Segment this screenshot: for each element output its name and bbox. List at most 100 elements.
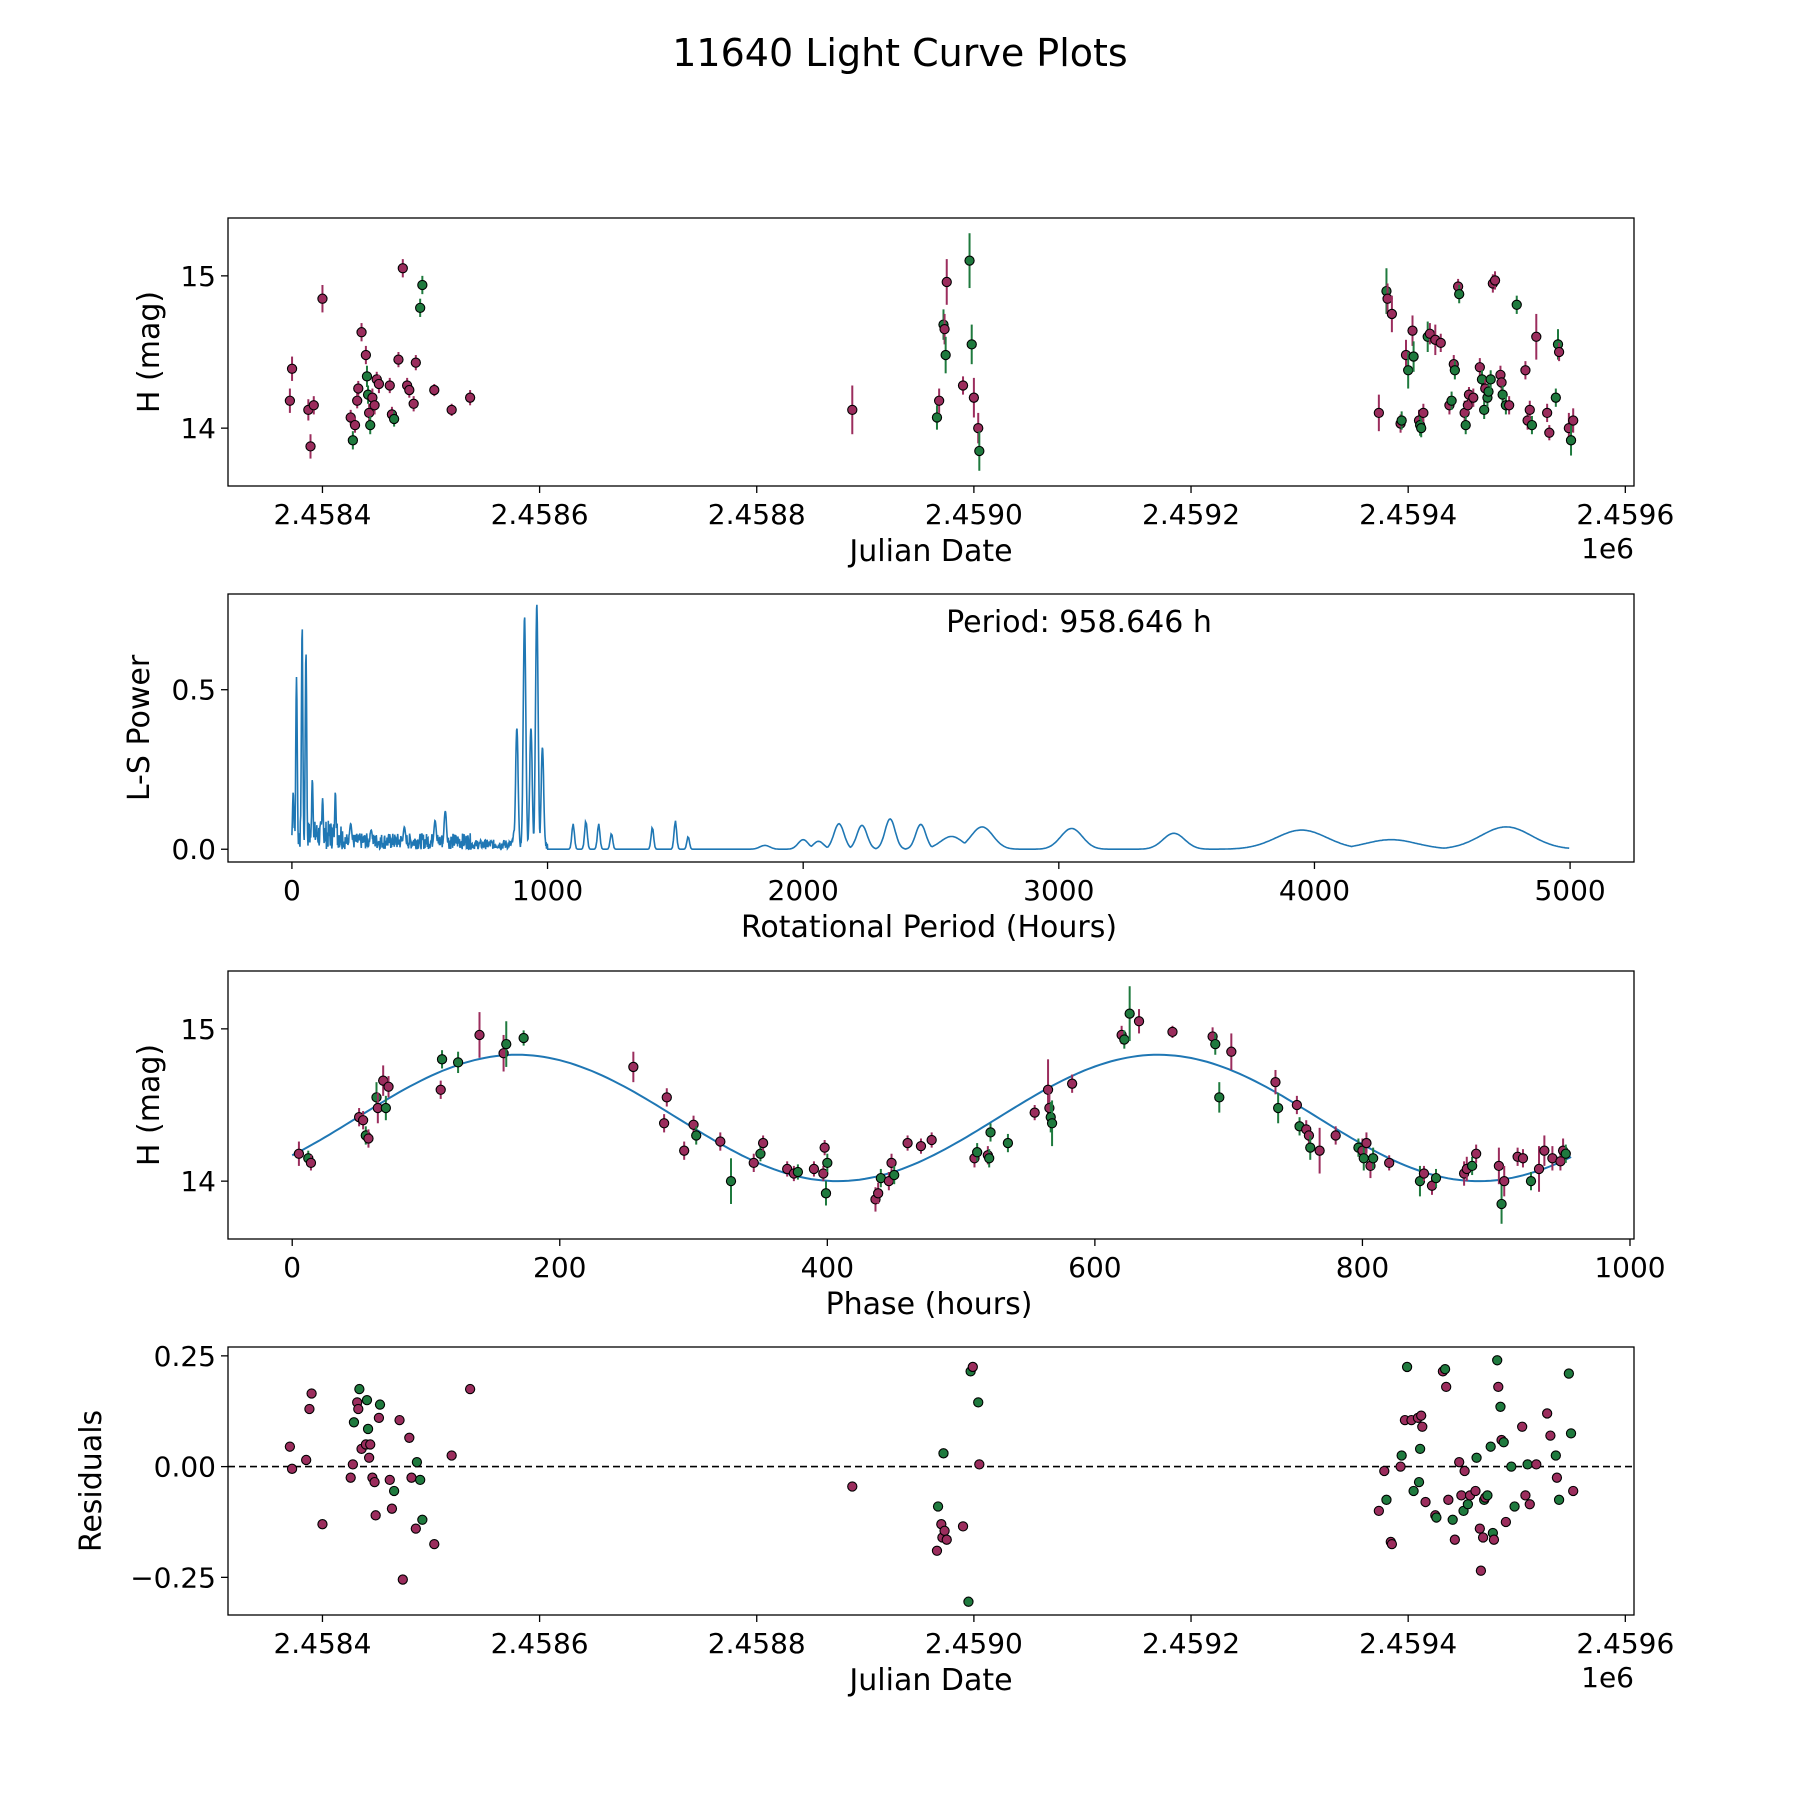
residual-point: [1509, 1501, 1520, 1512]
lc-data-point: [1531, 331, 1542, 342]
periodogram-line: [291, 604, 1570, 851]
residual-point: [1462, 1499, 1474, 1510]
residual-point: [1524, 1499, 1535, 1510]
phase-x-tick-label: 600: [1068, 1251, 1121, 1284]
residual-point: [373, 1412, 385, 1424]
lc-data-point: [1485, 374, 1496, 385]
residual-point: [938, 1448, 949, 1459]
residual-point: [410, 1523, 421, 1534]
residual-point: [1550, 1450, 1561, 1461]
phase-data-point: [822, 1157, 833, 1169]
ls-x-tick-label: 2000: [768, 874, 839, 907]
residuals-offset-label: 1e6: [1581, 1661, 1634, 1694]
residual-point: [1522, 1459, 1533, 1470]
phase-data-point: [363, 1133, 374, 1144]
residual-point: [374, 1399, 386, 1410]
phase-x-label: Phase (hours): [826, 1287, 1033, 1322]
lc-data-point: [305, 441, 316, 452]
phase-data-point: [886, 1157, 897, 1169]
lc-data-point: [404, 384, 415, 396]
phase-x-tick-label: 400: [801, 1251, 854, 1284]
residual-point: [365, 1439, 376, 1450]
res-x-tick-label: 2.4586: [491, 1627, 589, 1660]
residual-point: [941, 1534, 952, 1545]
lc-data-point: [373, 378, 385, 390]
phase-y-tick-label: 14: [180, 1165, 216, 1198]
lc-data-point: [1454, 288, 1465, 300]
residual-point: [361, 1395, 373, 1406]
phase-data-point: [658, 1118, 670, 1129]
res-x-tick-label: 2.4596: [1576, 1627, 1674, 1660]
res-y-tick-label: 0.25: [154, 1340, 216, 1373]
lc-data-point: [397, 263, 408, 274]
residuals-y-label: Residuals: [74, 1410, 109, 1552]
lc-y-tick-label: 15: [180, 260, 216, 293]
lc-data-point: [1511, 299, 1522, 310]
phase-data-point: [1124, 1008, 1135, 1019]
lc-data-point: [939, 324, 950, 335]
phase-data-point: [1214, 1092, 1225, 1103]
residual-point: [1531, 1459, 1542, 1470]
residual-point: [354, 1383, 365, 1395]
light-curve-y-label: H (mag): [132, 291, 167, 413]
lc-data-point: [974, 445, 985, 457]
lc-y-tick-label: 14: [180, 412, 216, 445]
lc-data-point: [1479, 404, 1490, 416]
phase-data-point: [1539, 1145, 1550, 1156]
lc-data-point: [1496, 377, 1507, 388]
ls-x-tick-label: 4000: [1279, 874, 1350, 907]
residual-point: [1417, 1421, 1428, 1432]
phase-data-point: [435, 1084, 446, 1095]
lc-data-point: [1568, 415, 1579, 426]
panel-lomb-scargle: 0 1000 2000 3000 4000 5000 0.0 0.5 Rotational P…: [122, 593, 1635, 945]
residual-point: [369, 1476, 380, 1488]
residual-point: [967, 1361, 978, 1373]
phase-data-point: [357, 1115, 369, 1126]
residual-point: [973, 1397, 984, 1408]
panel-phase-folded: 0 200 400 600 800 1000 14 15 Phase (hours) H (m…: [132, 970, 1666, 1322]
phase-data-point: [501, 1038, 512, 1050]
lc-data-point: [1408, 351, 1419, 362]
phase-data-point: [1466, 1160, 1478, 1172]
lc-data-point: [1446, 395, 1457, 406]
lc-x-tick-label: 2.4592: [1142, 498, 1240, 531]
lc-data-point: [1474, 362, 1485, 373]
residual-point: [370, 1510, 381, 1521]
phase-data-point: [984, 1153, 995, 1164]
phase-data-point: [1430, 1172, 1442, 1184]
residual-point: [1431, 1512, 1442, 1523]
phase-data-point: [1066, 1078, 1078, 1089]
residual-point: [429, 1538, 440, 1550]
phase-data-point: [1499, 1175, 1510, 1187]
residual-point: [1443, 1494, 1454, 1505]
ls-x-tick-label: 3000: [1023, 874, 1094, 907]
residual-point: [1408, 1485, 1419, 1497]
residual-point: [1379, 1465, 1390, 1477]
lc-data-point: [1503, 400, 1515, 411]
light-curve-offset-label: 1e6: [1581, 532, 1634, 565]
residual-point: [1488, 1534, 1500, 1545]
lc-data-point: [973, 422, 984, 434]
phase-data-point: [926, 1134, 937, 1146]
lc-data-point: [1407, 325, 1418, 336]
residual-point: [1449, 1534, 1461, 1545]
residual-point: [1498, 1437, 1509, 1448]
phase-x-tick-label: 200: [533, 1251, 586, 1284]
phase-data-point: [293, 1148, 305, 1159]
residual-point: [974, 1459, 985, 1470]
residual-point: [306, 1388, 317, 1399]
residual-point: [1456, 1490, 1467, 1501]
res-x-tick-label: 2.4584: [273, 1627, 371, 1660]
lc-data-point: [1460, 419, 1471, 431]
residual-point: [1553, 1494, 1565, 1505]
phase-data-point: [873, 1188, 884, 1199]
lc-x-tick-label: 2.4590: [925, 498, 1023, 531]
residual-point: [1459, 1465, 1470, 1477]
lc-data-point: [957, 380, 969, 391]
lc-data-point: [940, 349, 951, 361]
lc-data-point: [1373, 407, 1385, 419]
residual-point: [1470, 1485, 1481, 1497]
residual-point: [404, 1432, 415, 1443]
res-x-tick-label: 2.4588: [708, 1627, 806, 1660]
panel-light-curve: 2.4584 2.4586 2.4588 2.4590 2.4592 2.4594 2.45…: [132, 217, 1674, 569]
